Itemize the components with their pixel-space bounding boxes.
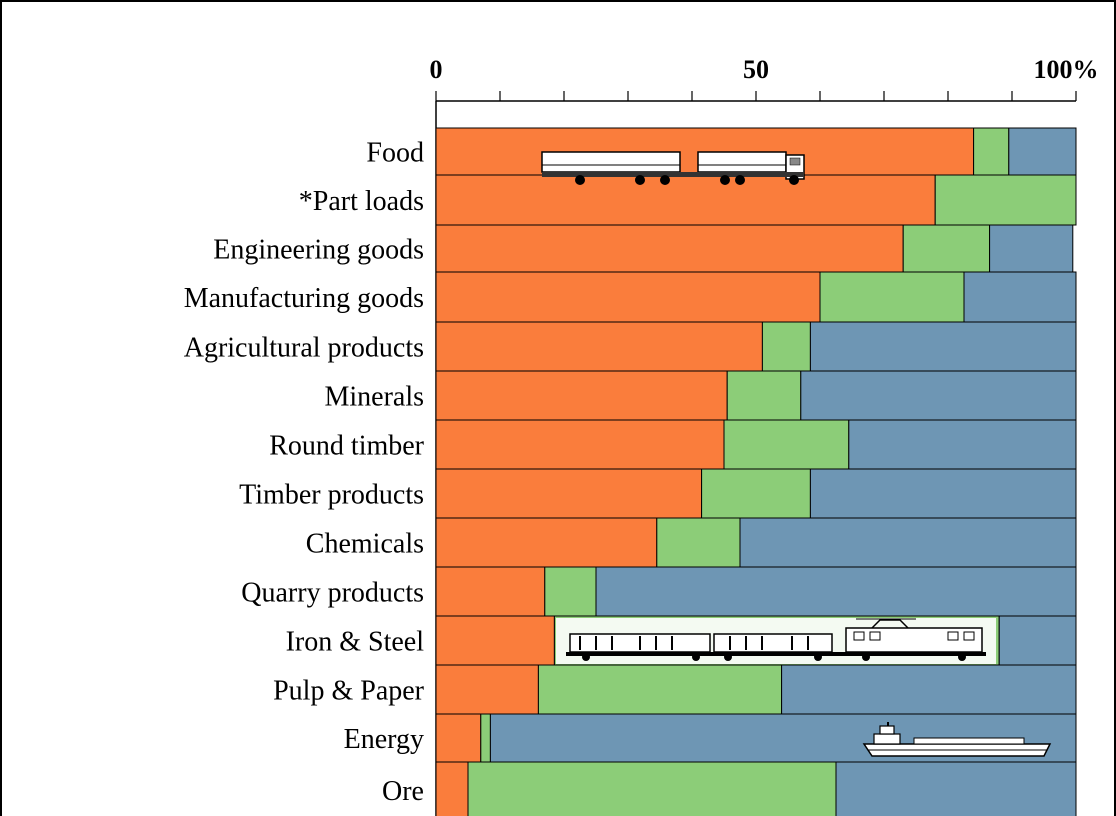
category-label: Ore (382, 776, 424, 807)
category-label: Chemicals (306, 529, 424, 560)
bar-segment (435, 174, 936, 226)
bar-segment (963, 271, 1077, 323)
bar-segment (537, 664, 783, 715)
category-label: Minerals (324, 382, 424, 413)
bar-segment (1008, 127, 1077, 176)
category-label: Quarry products (241, 578, 424, 609)
bar-segment (435, 566, 546, 617)
bar-segment (902, 224, 991, 273)
x-tick-label: 100% (1034, 55, 1099, 84)
bar-segment (435, 321, 763, 372)
bar-segment (435, 370, 728, 421)
bar-segment (723, 419, 850, 470)
bar-segment (934, 174, 1077, 226)
x-tick-label: 0 (430, 55, 443, 84)
category-label: Iron & Steel (286, 627, 425, 658)
bar-segment (480, 713, 491, 763)
bar-segment (656, 517, 741, 568)
bar-segment (544, 566, 597, 617)
bar-segment (809, 468, 1077, 519)
bar-segment (435, 517, 658, 568)
bar-segment (835, 761, 1077, 816)
bar-segment (761, 321, 811, 372)
bars (435, 127, 1077, 816)
bar-segment (435, 713, 482, 763)
bar-segment (739, 517, 1077, 568)
bar-segment (435, 224, 904, 273)
bar-segment (800, 370, 1077, 421)
bar-segment (809, 321, 1077, 372)
bar-segment (467, 761, 837, 816)
category-label: Timber products (239, 480, 424, 511)
train-icon (556, 618, 996, 664)
bar-segment (998, 615, 1077, 666)
bar-segment (726, 370, 802, 421)
category-label: Energy (344, 724, 424, 755)
bar-segment (435, 271, 821, 323)
x-tick-label: 50 (743, 55, 769, 84)
category-label: Agricultural products (184, 333, 424, 364)
category-labels: Food *Part loads Engineering goods Manufact… (184, 138, 425, 808)
bar-segment (973, 127, 1010, 176)
bar-segment (595, 566, 1077, 617)
truck-icon (541, 151, 805, 185)
bar-segment (848, 419, 1077, 470)
bar-segment (781, 664, 1077, 715)
bar-segment (435, 761, 469, 816)
category-label: Round timber (269, 431, 424, 462)
bar-segment (819, 271, 965, 323)
bar-segment (989, 224, 1074, 273)
bar-segment (435, 468, 703, 519)
category-label: *Part loads (299, 186, 424, 217)
category-label: Engineering goods (213, 235, 424, 266)
category-label: Pulp & Paper (273, 676, 425, 707)
category-label: Manufacturing goods (184, 283, 424, 314)
bar-segment (701, 468, 811, 519)
bar-segment (435, 615, 555, 666)
category-label: Food (366, 138, 424, 169)
ship-icon (862, 722, 1052, 757)
bar-segment (435, 664, 539, 715)
bar-segment (435, 419, 725, 470)
